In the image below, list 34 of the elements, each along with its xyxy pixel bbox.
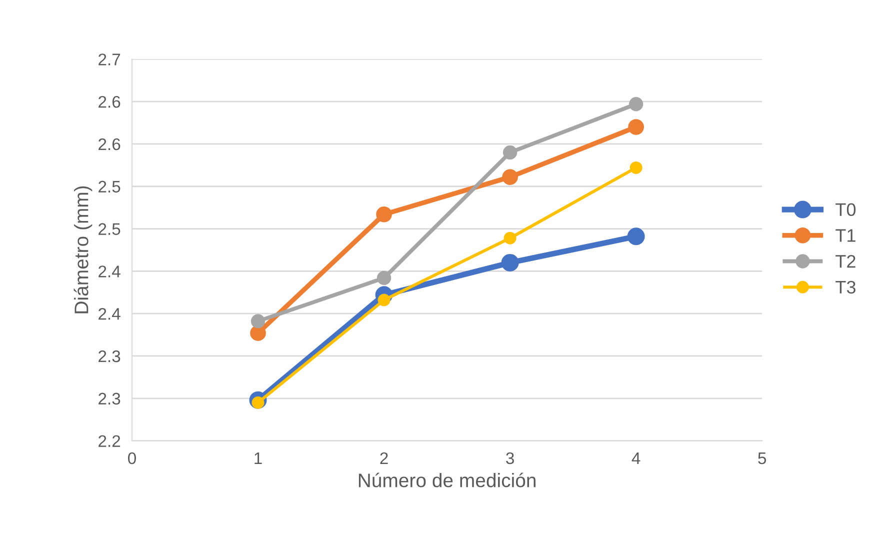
y-tick-label: 2.4 <box>98 266 120 278</box>
y-tick-label: 2.4 <box>98 308 120 320</box>
x-tick-label: 0 <box>128 452 136 464</box>
point <box>627 228 645 246</box>
x-tick-label: 4 <box>632 452 640 464</box>
point <box>502 145 518 160</box>
y-tick-label: 2.3 <box>98 392 120 405</box>
point <box>376 206 392 222</box>
y-tick-label: 2.3 <box>98 350 120 362</box>
y-tick-label: 2.5 <box>98 180 120 193</box>
legend-label: T3 <box>836 280 856 294</box>
y-tick-label: 2.6 <box>98 96 120 108</box>
legend-label: T0 <box>836 203 856 216</box>
point <box>250 325 266 342</box>
x-tick-label: 5 <box>758 452 766 464</box>
y-tick-label: 2.5 <box>98 223 120 235</box>
y-tick-label: 2.7 <box>98 54 120 66</box>
x-tick-label: 1 <box>254 452 262 464</box>
point <box>504 232 516 244</box>
x-axis-title: Número de medición <box>358 472 536 488</box>
point <box>376 270 392 286</box>
y-axis-title: Diámetro (mm) <box>74 186 92 314</box>
point <box>250 314 266 328</box>
legend-label: T2 <box>836 254 856 268</box>
y-tick-label: 2.6 <box>98 138 120 150</box>
legend-label: T1 <box>836 229 856 242</box>
point <box>630 161 642 174</box>
point <box>628 119 644 135</box>
point <box>501 254 519 272</box>
y-tick-label: 2.2 <box>98 435 120 447</box>
point <box>502 169 518 185</box>
x-tick-label: 2 <box>380 452 388 464</box>
point <box>628 97 644 112</box>
x-tick-label: 3 <box>506 452 514 464</box>
